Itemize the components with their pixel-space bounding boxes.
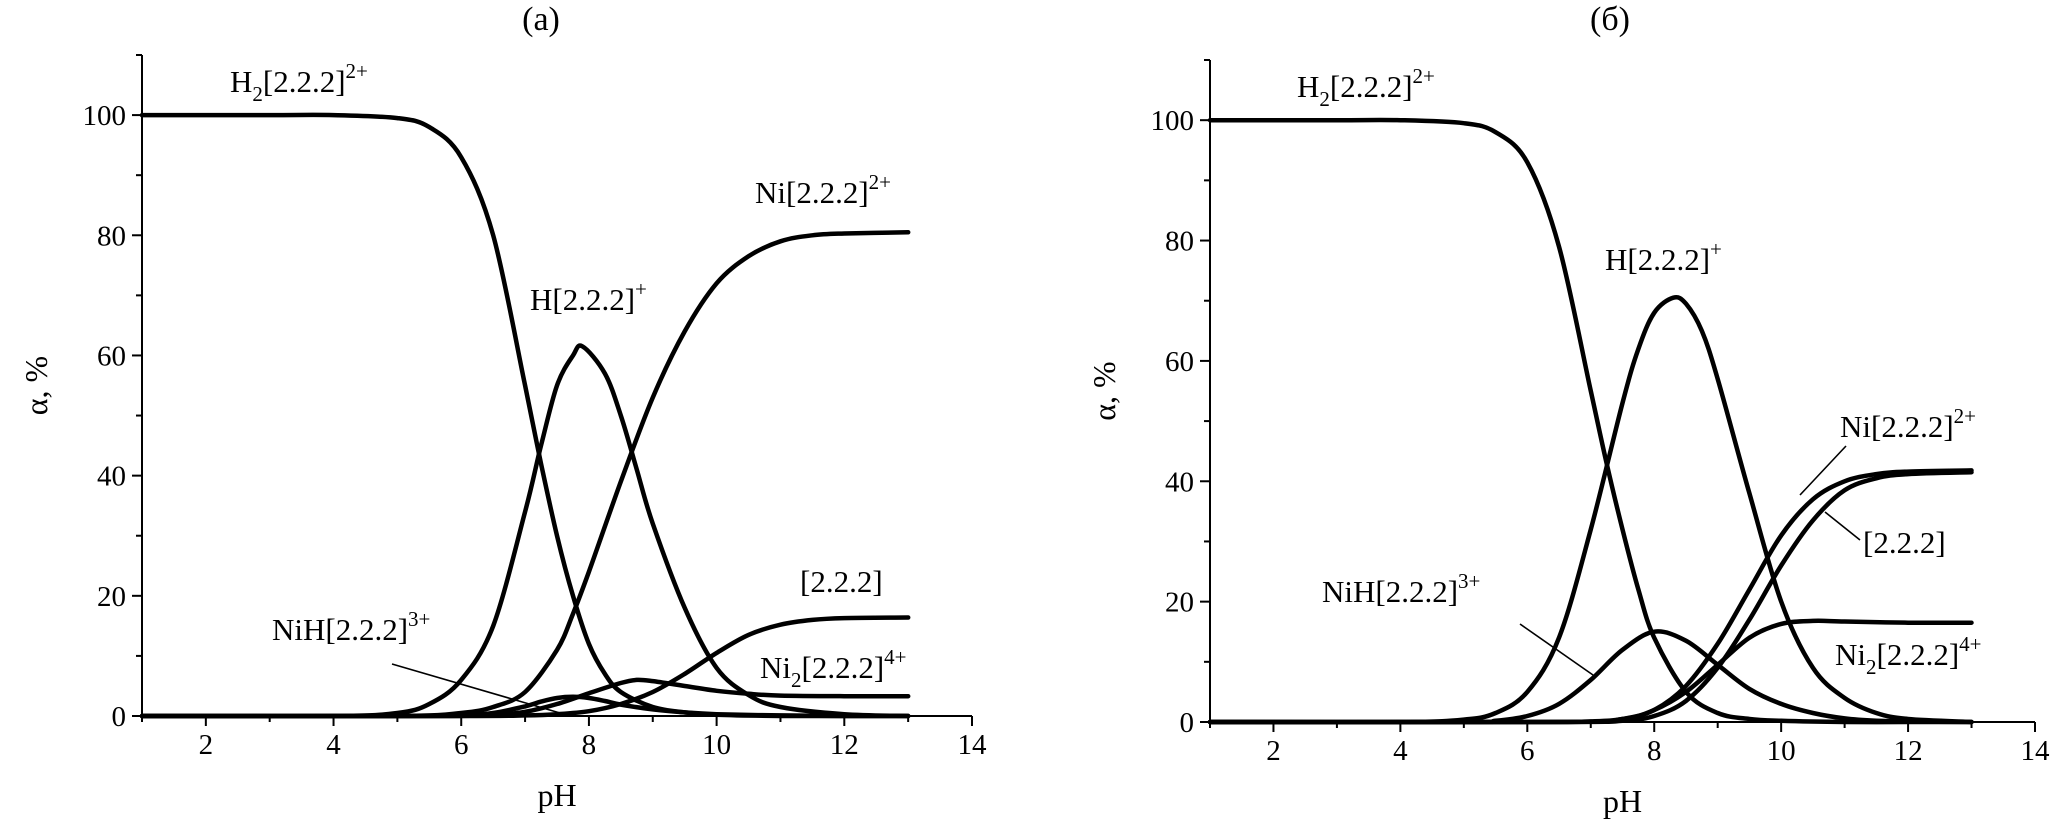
y-tick-label: 60	[1165, 346, 1194, 378]
panel-a: (а) 2 4 6 8 10 12 14 0 20 40 60 80 100 pH α, % H2[2.2.2]…	[18, 1, 987, 813]
series-label-4: NiH[2.2.2]3+	[272, 607, 430, 647]
x-tick-label: 6	[454, 729, 469, 761]
x-tick-label: 4	[1393, 735, 1408, 767]
panel-title: (а)	[522, 1, 560, 38]
y-tick-label: 20	[97, 581, 126, 613]
y-tick-label: 40	[97, 461, 126, 493]
series-line-2	[139, 230, 911, 719]
series-label-5: Ni2[2.2.2]4+	[1835, 632, 1982, 679]
y-axis-label: α, %	[1086, 361, 1122, 420]
series-line-1	[139, 343, 911, 719]
x-tick-label: 8	[582, 729, 597, 761]
series-label-0: H2[2.2.2]2+	[1297, 64, 1435, 111]
y-axis-label: α, %	[18, 356, 54, 415]
x-tick-label: 6	[1520, 735, 1535, 767]
y-tick-label: 0	[1180, 707, 1195, 739]
y-tick-label: 60	[97, 340, 126, 372]
y-tick-label: 0	[112, 701, 127, 733]
panel-b: (б) 2 4 6 8 10 12 14 0 20 40 60 80 100 pH α, % H2[2.2.2]…	[1086, 1, 2050, 819]
series-label-2: Ni[2.2.2]2+	[755, 170, 891, 210]
series-line-1	[1207, 294, 1974, 725]
x-tick-label: 12	[1894, 735, 1923, 767]
series-label-1: H[2.2.2]+	[1605, 237, 1722, 277]
x-tick-label: 8	[1647, 735, 1662, 767]
panel-title: (б)	[1590, 1, 1630, 38]
y-tick-label: 20	[1165, 587, 1194, 619]
y-tick-label: 100	[1151, 105, 1195, 137]
series-label-3: [2.2.2]	[800, 564, 883, 599]
x-tick-label: 14	[2021, 735, 2051, 767]
y-tick-label: 80	[97, 220, 126, 252]
x-tick-label: 14	[958, 729, 988, 761]
x-tick-label: 2	[1266, 735, 1281, 767]
series-label-1: H[2.2.2]+	[530, 277, 647, 317]
series-line-5	[139, 677, 911, 719]
x-tick-label: 10	[702, 729, 731, 761]
series-label-5: Ni2[2.2.2]4+	[760, 645, 907, 692]
series-line-5	[1207, 618, 1974, 725]
label-leader-line	[1799, 445, 1847, 496]
x-tick-label: 12	[830, 729, 859, 761]
x-tick-label: 4	[326, 729, 341, 761]
label-leader-line	[1824, 511, 1861, 541]
series-line-0	[1207, 117, 1974, 725]
x-axis-label: pH	[537, 777, 576, 813]
y-tick-label: 40	[1165, 466, 1194, 498]
series-label-4: [2.2.2]	[1863, 525, 1946, 560]
x-axis-label: pH	[1603, 783, 1642, 819]
x-tick-label: 10	[1767, 735, 1796, 767]
series-label-0: H2[2.2.2]2+	[230, 59, 368, 106]
series-label-3: Ni[2.2.2]2+	[1840, 404, 1976, 444]
label-leader-line	[1519, 623, 1594, 676]
y-tick-label: 100	[83, 100, 127, 132]
label-leader-line	[391, 663, 561, 714]
series-line-3	[139, 615, 911, 719]
x-tick-label: 2	[199, 729, 214, 761]
series-label-2: NiH[2.2.2]3+	[1322, 569, 1480, 609]
y-tick-label: 80	[1165, 226, 1194, 258]
